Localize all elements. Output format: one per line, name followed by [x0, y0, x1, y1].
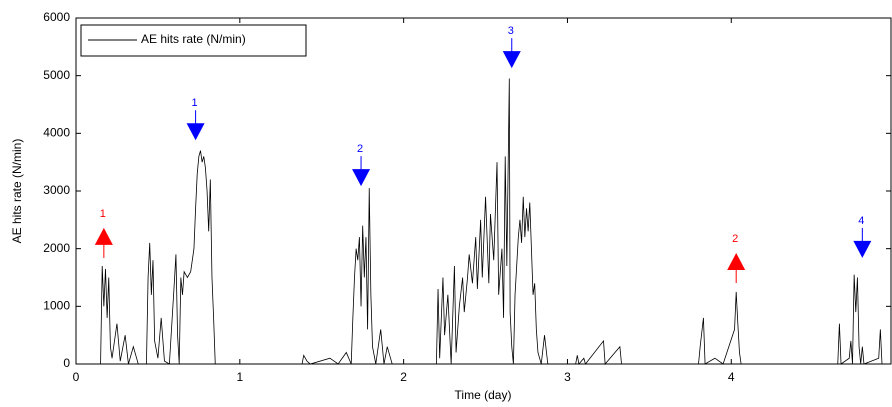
annotation-label: 1	[100, 208, 106, 220]
annotation-arrow	[502, 51, 521, 69]
annotation-arrow	[727, 252, 746, 270]
y-tick-label: 4000	[43, 126, 70, 140]
y-tick-label: 3000	[43, 183, 70, 197]
annotation-arrow	[853, 240, 872, 258]
x-tick-label: 2	[400, 370, 407, 384]
plot-frame	[75, 17, 892, 365]
annotation-arrow	[94, 227, 113, 245]
legend-label: AE hits rate (N/min)	[141, 32, 246, 46]
y-tick-label: 2000	[43, 241, 70, 255]
y-axis-label: AE hits rate (N/min)	[10, 139, 24, 244]
x-tick-label: 1	[236, 370, 243, 384]
x-tick-label: 3	[564, 370, 571, 384]
y-tick-label: 5000	[43, 68, 70, 82]
annotation-label: 2	[732, 233, 738, 245]
annotation-label: 1	[192, 97, 198, 109]
y-tick-label: 0	[63, 356, 70, 370]
annotation-arrow	[186, 123, 205, 141]
data-line	[76, 78, 891, 366]
x-axis-label: Time (day)	[455, 388, 512, 402]
annotation-label: 3	[508, 25, 514, 37]
annotation-label: 4	[858, 215, 864, 227]
annotation-label: 2	[357, 143, 363, 155]
x-tick-label: 4	[728, 370, 735, 384]
y-tick-label: 1000	[43, 299, 70, 313]
y-tick-label: 6000	[43, 10, 70, 24]
annotation-arrow	[352, 169, 371, 187]
x-tick-label: 0	[73, 370, 80, 384]
